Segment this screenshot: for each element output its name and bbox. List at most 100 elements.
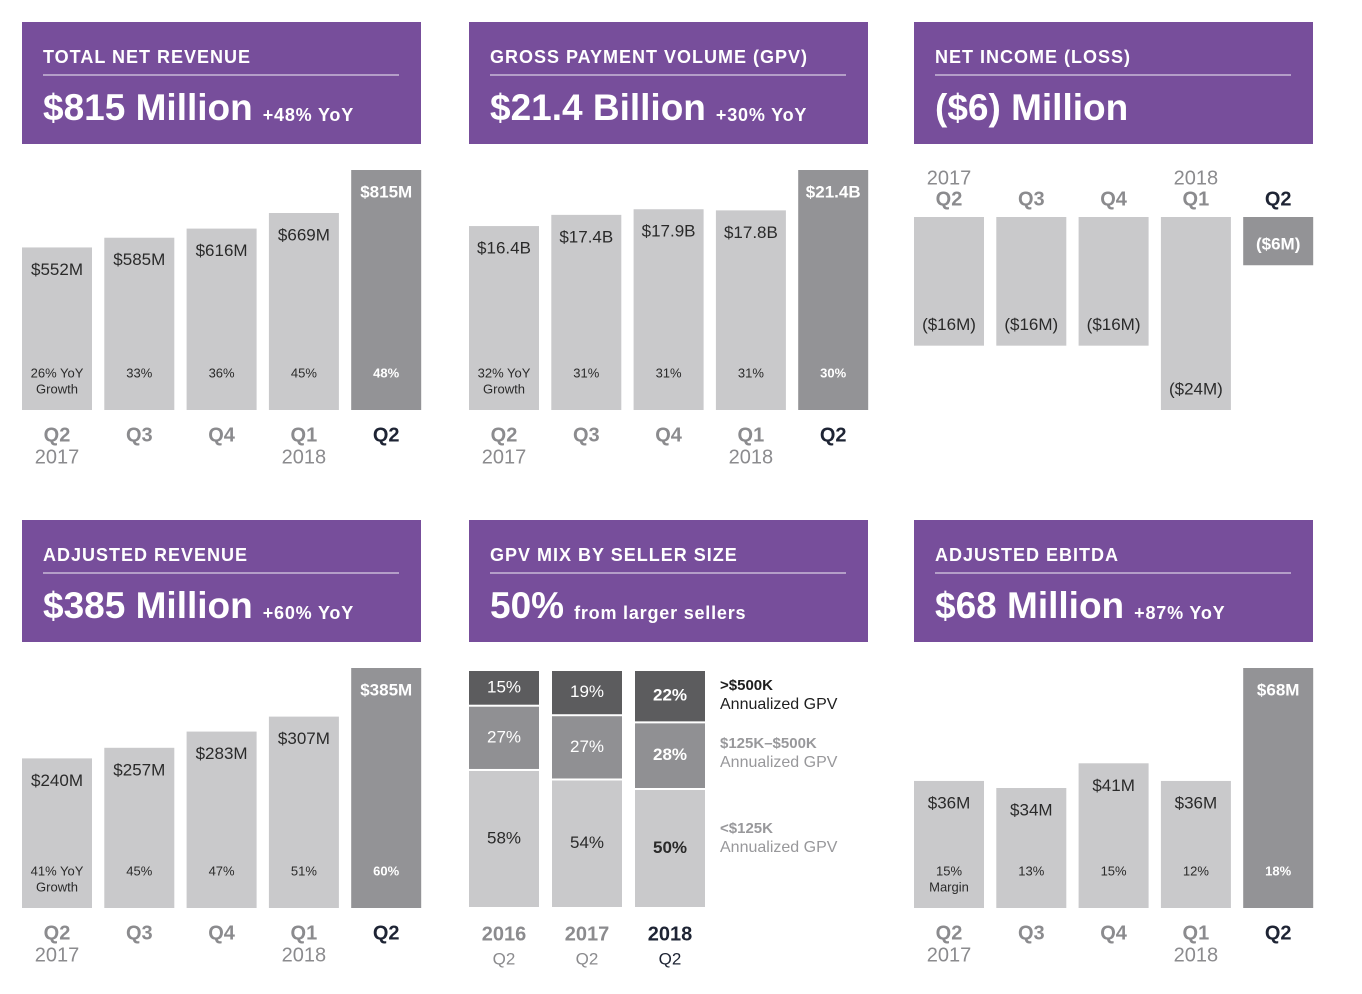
value-label: $68M [1257, 680, 1300, 699]
note-label: 31% [656, 365, 682, 380]
value-label: ($16M) [1087, 315, 1141, 334]
note-label: 60% [373, 863, 399, 878]
x-tick-label: Q1 [1183, 922, 1210, 944]
note-caption: Growth [36, 381, 78, 396]
bar [186, 731, 257, 908]
x-tick-label: Q4 [208, 424, 236, 446]
bar [996, 217, 1067, 346]
headline-note: +48% YoY [263, 105, 354, 125]
x-tick-sublabel: 2017 [927, 944, 972, 966]
value-label: $17.8B [724, 223, 778, 242]
note-label: 30% [820, 365, 846, 380]
value-label: 19% [570, 682, 604, 701]
bar [914, 780, 984, 908]
note-label: 51% [291, 863, 317, 878]
value-label: 27% [487, 727, 521, 746]
bar [1243, 668, 1314, 908]
headline: ($6) Million [935, 87, 1128, 128]
bar [351, 170, 422, 410]
x-tick-sublabel: 2017 [35, 446, 80, 468]
bar-segment [469, 770, 539, 907]
bar [715, 210, 786, 410]
x-tick-label: Q2 [936, 188, 963, 210]
x-tick-sublabel: 2018 [729, 446, 774, 468]
x-tick-sublabel: Q2 [493, 949, 516, 968]
legend-note: Annualized GPV [720, 696, 838, 713]
value-label: $34M [1010, 800, 1053, 819]
headline: $21.4 Billion [490, 87, 706, 128]
x-tick-sublabel: Q2 [659, 949, 682, 968]
value-label: $257M [113, 760, 165, 779]
x-tick-label: Q1 [738, 424, 765, 446]
bar [551, 214, 622, 410]
bar [104, 237, 175, 410]
bar-segment [552, 780, 622, 907]
headline-note: +30% YoY [716, 105, 807, 125]
note-label: 18% [1265, 863, 1291, 878]
x-tick-label: Q3 [1018, 922, 1045, 944]
x-tick-label: Q4 [1100, 188, 1128, 210]
bar-segment [552, 716, 622, 779]
bar [104, 747, 175, 908]
value-label: 15% [487, 677, 521, 696]
panel-title: GROSS PAYMENT VOLUME (GPV) [490, 47, 808, 67]
value-label: $41M [1092, 776, 1135, 795]
note-label: 33% [126, 365, 152, 380]
value-label: $36M [1175, 793, 1218, 812]
value-label: 27% [570, 737, 604, 756]
panel-header [22, 22, 421, 144]
bar [186, 228, 257, 410]
x-tick-sublabel: Q2 [576, 949, 599, 968]
value-label: $17.4B [559, 227, 613, 246]
panel-header [22, 520, 421, 642]
note-label: 32% YoY [478, 365, 531, 380]
note-label: 26% YoY [31, 365, 84, 380]
value-label: $669M [278, 225, 330, 244]
x-tick-sublabel: 2018 [282, 944, 327, 966]
x-tick-label: Q2 [1265, 922, 1292, 944]
value-label: $283M [196, 744, 248, 763]
bar [268, 212, 339, 410]
x-tick-label: 2016 [482, 923, 527, 945]
x-tick-label: Q2 [373, 424, 400, 446]
value-label: $307M [278, 729, 330, 748]
bar [1160, 780, 1231, 908]
bar [1160, 217, 1231, 410]
bar-segment [469, 706, 539, 769]
x-tick-label: Q4 [655, 424, 683, 446]
x-tick-label: Q3 [126, 922, 153, 944]
value-label: 22% [653, 686, 687, 705]
panel-header [469, 520, 868, 642]
x-tick-label: Q2 [44, 922, 71, 944]
x-tick-label: Q4 [1100, 922, 1128, 944]
note-label: 45% [291, 365, 317, 380]
bar-segment [552, 671, 622, 715]
headline-note: +60% YoY [263, 603, 354, 623]
value-label: $385M [360, 680, 412, 699]
value-label: 50% [653, 838, 687, 857]
x-tick-label: Q1 [291, 922, 318, 944]
note-caption: Margin [929, 879, 969, 894]
x-tick-label: Q1 [291, 424, 318, 446]
bar-segment [635, 671, 705, 722]
bar [22, 247, 92, 410]
x-tick-label: 2018 [648, 923, 693, 945]
value-label: ($24M) [1169, 379, 1223, 398]
headline: $815 Million [43, 87, 253, 128]
value-label: $17.9B [642, 222, 696, 241]
value-label: $585M [113, 250, 165, 269]
value-label: ($6M) [1256, 235, 1300, 254]
value-label: $21.4B [806, 182, 861, 201]
note-label: 36% [209, 365, 235, 380]
value-label: 58% [487, 828, 521, 847]
headline-note: from larger sellers [574, 603, 746, 623]
headline-note: +87% YoY [1134, 603, 1225, 623]
value-label: ($16M) [1004, 315, 1058, 334]
note-label: 48% [373, 365, 399, 380]
legend-note: Annualized GPV [720, 839, 838, 856]
x-tick-label: Q2 [1265, 188, 1292, 210]
bar-segment [635, 723, 705, 788]
headline: $68 Million [935, 585, 1124, 626]
bar [798, 170, 869, 410]
